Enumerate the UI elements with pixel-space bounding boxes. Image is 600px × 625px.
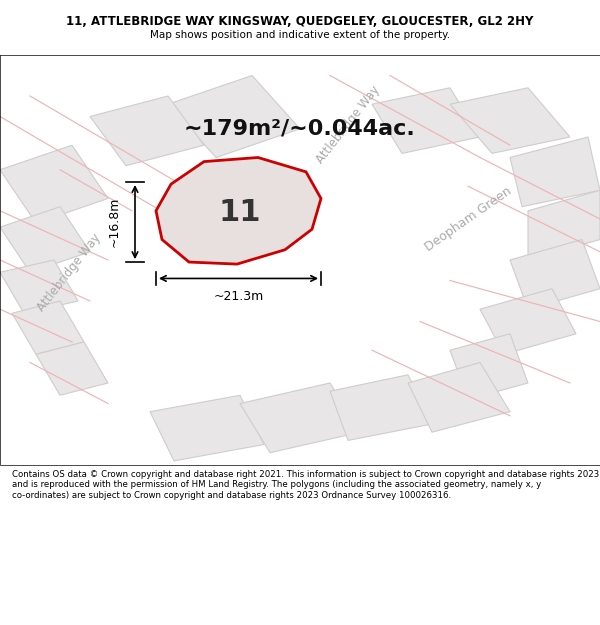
Polygon shape xyxy=(156,158,321,264)
Polygon shape xyxy=(510,239,600,309)
Text: 11, ATTLEBRIDGE WAY KINGSWAY, QUEDGELEY, GLOUCESTER, GL2 2HY: 11, ATTLEBRIDGE WAY KINGSWAY, QUEDGELEY,… xyxy=(67,16,533,28)
Polygon shape xyxy=(510,137,600,207)
Polygon shape xyxy=(408,362,510,432)
Polygon shape xyxy=(330,375,432,441)
Polygon shape xyxy=(168,76,300,158)
Polygon shape xyxy=(150,395,264,461)
Text: Attlebridge Way: Attlebridge Way xyxy=(35,231,103,314)
Polygon shape xyxy=(240,383,360,452)
Text: Attlebridge Way: Attlebridge Way xyxy=(314,83,382,166)
Polygon shape xyxy=(0,145,108,223)
Polygon shape xyxy=(480,289,576,354)
Polygon shape xyxy=(0,207,90,272)
Polygon shape xyxy=(90,96,204,166)
Polygon shape xyxy=(450,88,570,153)
Polygon shape xyxy=(372,88,480,153)
Polygon shape xyxy=(0,260,78,313)
Text: 11: 11 xyxy=(219,198,261,228)
Text: ~179m²/~0.044ac.: ~179m²/~0.044ac. xyxy=(184,119,416,139)
Text: Deopham Green: Deopham Green xyxy=(422,184,514,254)
Text: Map shows position and indicative extent of the property.: Map shows position and indicative extent… xyxy=(150,29,450,39)
Text: ~21.3m: ~21.3m xyxy=(214,291,263,303)
Polygon shape xyxy=(528,190,600,260)
Polygon shape xyxy=(450,334,528,399)
Text: Contains OS data © Crown copyright and database right 2021. This information is : Contains OS data © Crown copyright and d… xyxy=(12,470,599,499)
Text: ~16.8m: ~16.8m xyxy=(107,197,121,248)
Polygon shape xyxy=(36,342,108,395)
Polygon shape xyxy=(12,301,84,354)
